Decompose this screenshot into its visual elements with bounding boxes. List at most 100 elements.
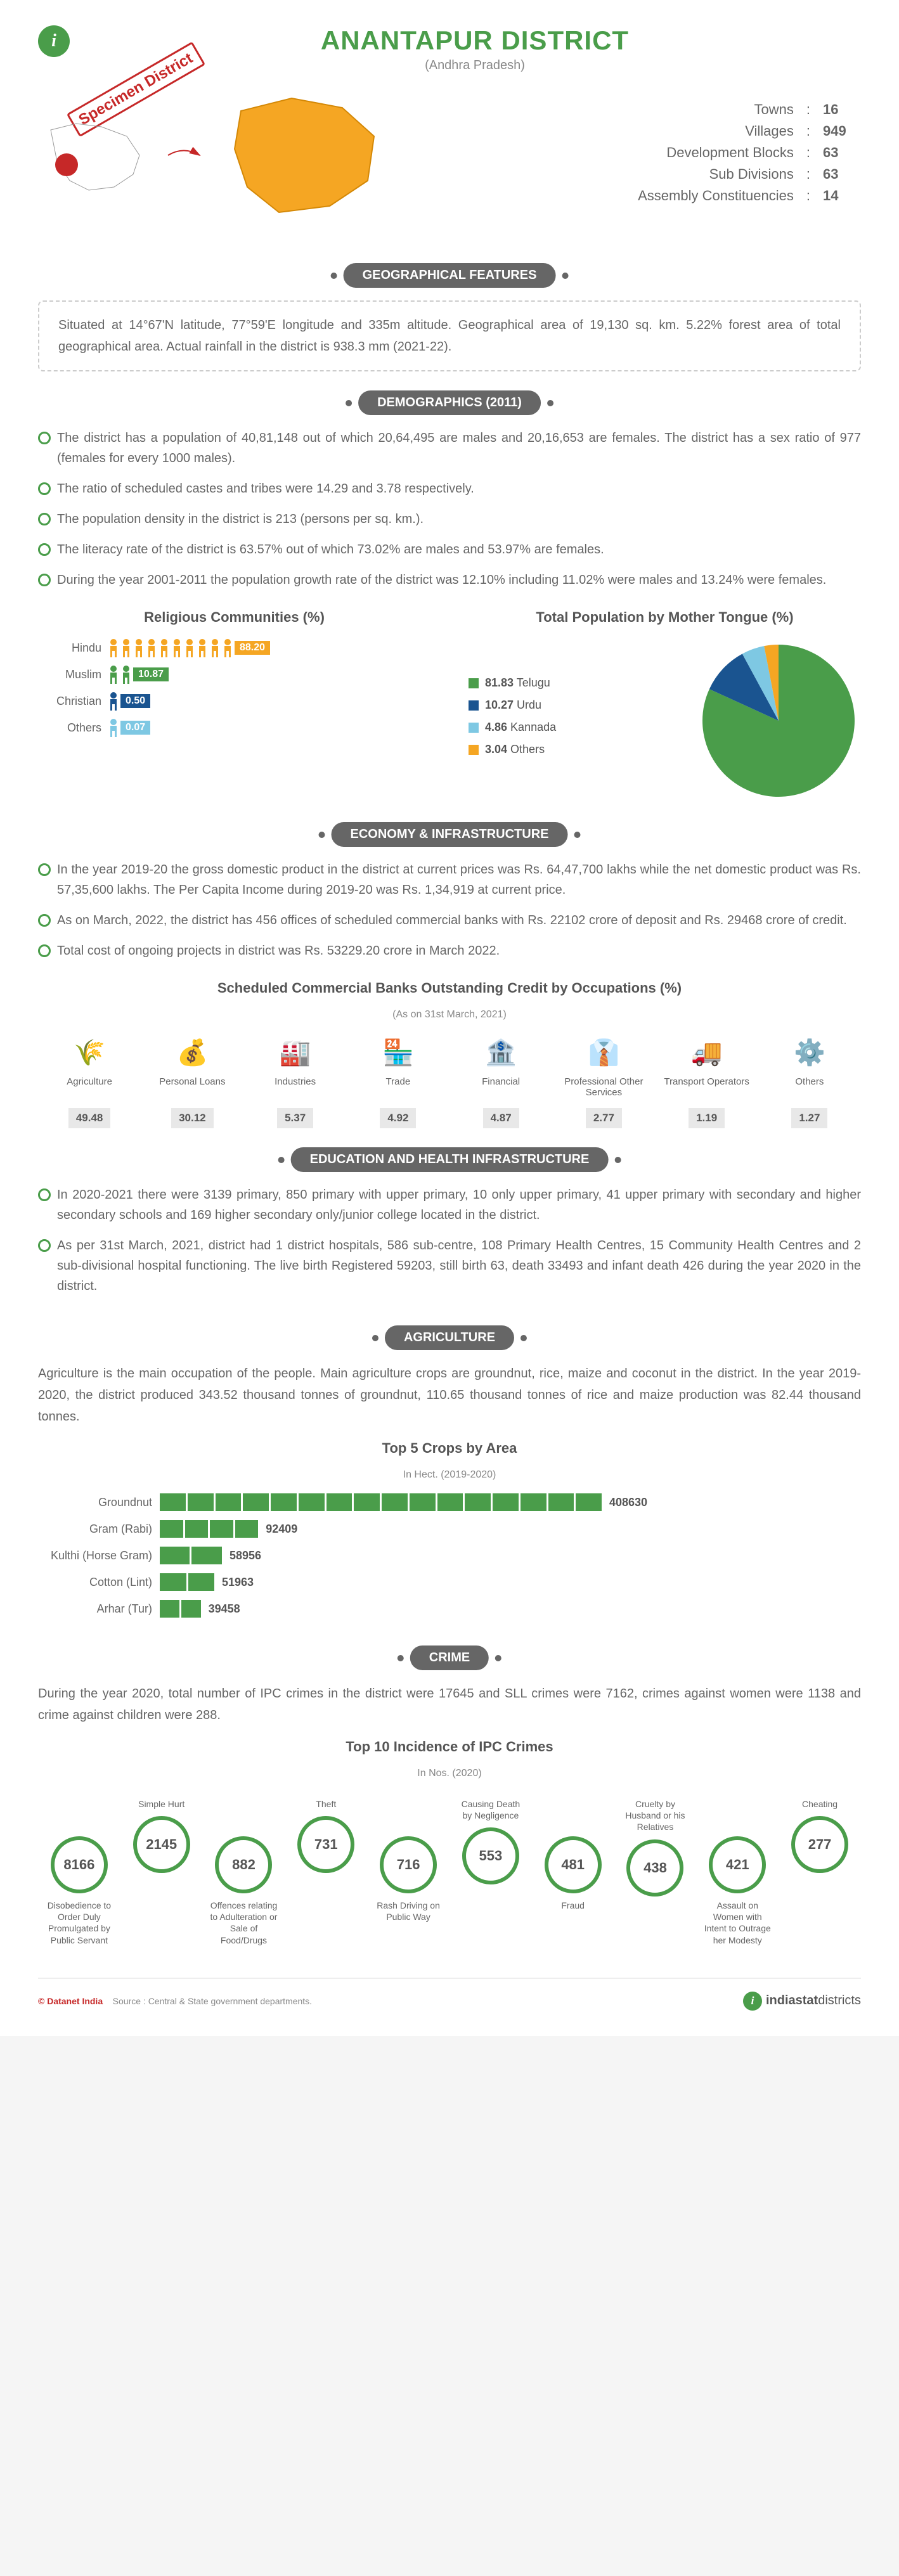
footer-logo: i indiastatdistricts: [743, 1992, 861, 2011]
occupation-label: Professional Other Services: [552, 1076, 655, 1102]
crop-value: 58956: [230, 1549, 261, 1562]
crime-chart: 8166 Disobedience to Order Duly Promulgat…: [38, 1798, 861, 1946]
credit-note: (As on 31st March, 2021): [38, 1009, 861, 1021]
occupation-value: 30.12: [171, 1108, 214, 1128]
religion-value: 88.20: [235, 641, 270, 655]
religion-label: Christian: [38, 695, 101, 708]
crime-value: 277: [791, 1816, 848, 1873]
info-icon: i: [38, 25, 70, 57]
legend-value: 4.86 Kannada: [485, 721, 556, 734]
section-geographical: GEOGRAPHICAL FEATURES: [344, 263, 556, 288]
crime-label: Theft: [291, 1798, 361, 1810]
crop-label: Arhar (Tur): [38, 1602, 152, 1616]
religion-label: Hindu: [38, 641, 101, 655]
bullet-item: In the year 2019-20 the gross domestic p…: [38, 860, 861, 900]
crime-value: 421: [709, 1836, 766, 1893]
credit-title: Scheduled Commercial Banks Outstanding C…: [38, 980, 861, 996]
language-title: Total Population by Mother Tongue (%): [469, 609, 861, 626]
arrow-icon: [165, 143, 203, 168]
crime-label: Cruelty by Husband or his Relatives: [620, 1798, 690, 1833]
stat-label: Villages: [745, 123, 794, 139]
crop-value: 39458: [209, 1602, 240, 1616]
crime-value: 716: [380, 1836, 437, 1893]
bullet-item: The ratio of scheduled castes and tribes…: [38, 479, 861, 499]
language-pie: [696, 638, 861, 803]
stats-list: Towns:16Villages:949Development Blocks:6…: [462, 101, 861, 209]
logo-suffix: districts: [818, 1993, 861, 2007]
occupation-icon: 💰: [141, 1033, 243, 1071]
ipc-note: In Nos. (2020): [38, 1768, 861, 1779]
legend-value: 10.27 Urdu: [485, 699, 541, 712]
demo-bullets: The district has a population of 40,81,1…: [38, 428, 861, 590]
bullet-item: Total cost of ongoing projects in distri…: [38, 941, 861, 961]
occupation-label: Transport Operators: [656, 1076, 758, 1102]
occupation-icon: ⚙️: [758, 1033, 861, 1071]
bullet-item: As on March, 2022, the district has 456 …: [38, 910, 861, 931]
crime-value: 8166: [51, 1836, 108, 1893]
crime-label: Disobedience to Order Duly Promulgated b…: [44, 1900, 114, 1946]
occupation-icon: 🏦: [450, 1033, 552, 1071]
crime-value: 2145: [133, 1816, 190, 1873]
religion-value: 10.87: [133, 667, 169, 681]
occupation-icon: 🚚: [656, 1033, 758, 1071]
stat-value: 63: [823, 166, 861, 183]
crime-label: Fraud: [538, 1900, 608, 1911]
bullet-item: During the year 2001-2011 the population…: [38, 570, 861, 590]
crops-chart: Groundnut408630Gram (Rabi)92409Kulthi (H…: [38, 1493, 861, 1618]
crime-value: 481: [545, 1836, 602, 1893]
stat-value: 16: [823, 101, 861, 118]
section-agriculture: AGRICULTURE: [385, 1325, 514, 1350]
stat-value: 949: [823, 123, 861, 139]
stat-label: Sub Divisions: [709, 166, 794, 183]
section-crime: CRIME: [410, 1645, 489, 1670]
occupation-value: 5.37: [277, 1108, 313, 1128]
geo-text: Situated at 14°67'N latitude, 77°59'E lo…: [38, 300, 861, 371]
occupation-value: 49.48: [68, 1108, 111, 1128]
copyright: © Datanet India: [38, 1996, 103, 2006]
occupation-value: 4.87: [483, 1108, 519, 1128]
bullet-item: The literacy rate of the district is 63.…: [38, 539, 861, 560]
crop-value: 92409: [266, 1523, 297, 1536]
stat-label: Development Blocks: [666, 145, 794, 161]
crime-text: During the year 2020, total number of IP…: [38, 1683, 861, 1726]
crime-label: Causing Death by Negligence: [456, 1798, 526, 1821]
section-demographics: DEMOGRAPHICS (2011): [358, 390, 541, 415]
crop-label: Kulthi (Horse Gram): [38, 1549, 152, 1562]
legend-value: 81.83 Telugu: [485, 676, 550, 690]
occupation-value: 2.77: [586, 1108, 622, 1128]
edu-bullets: In 2020-2021 there were 3139 primary, 85…: [38, 1185, 861, 1296]
occupation-chart: 🌾Agriculture49.48💰Personal Loans30.12🏭In…: [38, 1033, 861, 1128]
religion-label: Others: [38, 721, 101, 735]
occupation-label: Others: [758, 1076, 861, 1102]
crime-label: Cheating: [785, 1798, 855, 1810]
agri-text: Agriculture is the main occupation of th…: [38, 1363, 861, 1427]
crops-title: Top 5 Crops by Area: [38, 1440, 861, 1457]
district-map: [216, 86, 393, 225]
crime-value: 438: [626, 1839, 683, 1897]
occupation-label: Trade: [347, 1076, 450, 1102]
state-map: [38, 111, 152, 200]
crops-note: In Hect. (2019-2020): [38, 1469, 861, 1481]
bullet-item: The population density in the district i…: [38, 509, 861, 529]
occupation-value: 4.92: [380, 1108, 416, 1128]
crime-label: Assault on Women with Intent to Outrage …: [702, 1900, 772, 1946]
bullet-item: As per 31st March, 2021, district had 1 …: [38, 1235, 861, 1296]
crop-label: Gram (Rabi): [38, 1523, 152, 1536]
crime-label: Rash Driving on Public Way: [373, 1900, 443, 1922]
stat-value: 63: [823, 145, 861, 161]
religion-chart: Hindu88.20Muslim10.87Christian0.50Others…: [38, 638, 430, 737]
crop-label: Groundnut: [38, 1496, 152, 1509]
occupation-icon: 🌾: [38, 1033, 141, 1071]
occupation-label: Agriculture: [38, 1076, 141, 1102]
religion-title: Religious Communities (%): [38, 609, 430, 626]
crop-value: 51963: [222, 1576, 254, 1589]
stat-label: Towns: [754, 101, 794, 118]
source: Source : Central & State government depa…: [113, 1996, 312, 2006]
stat-label: Assembly Constituencies: [638, 188, 794, 204]
occupation-label: Personal Loans: [141, 1076, 243, 1102]
crop-label: Cotton (Lint): [38, 1576, 152, 1589]
religion-value: 0.07: [120, 721, 150, 735]
religion-label: Muslim: [38, 668, 101, 681]
stat-value: 14: [823, 188, 861, 204]
occupation-icon: 🏪: [347, 1033, 450, 1071]
